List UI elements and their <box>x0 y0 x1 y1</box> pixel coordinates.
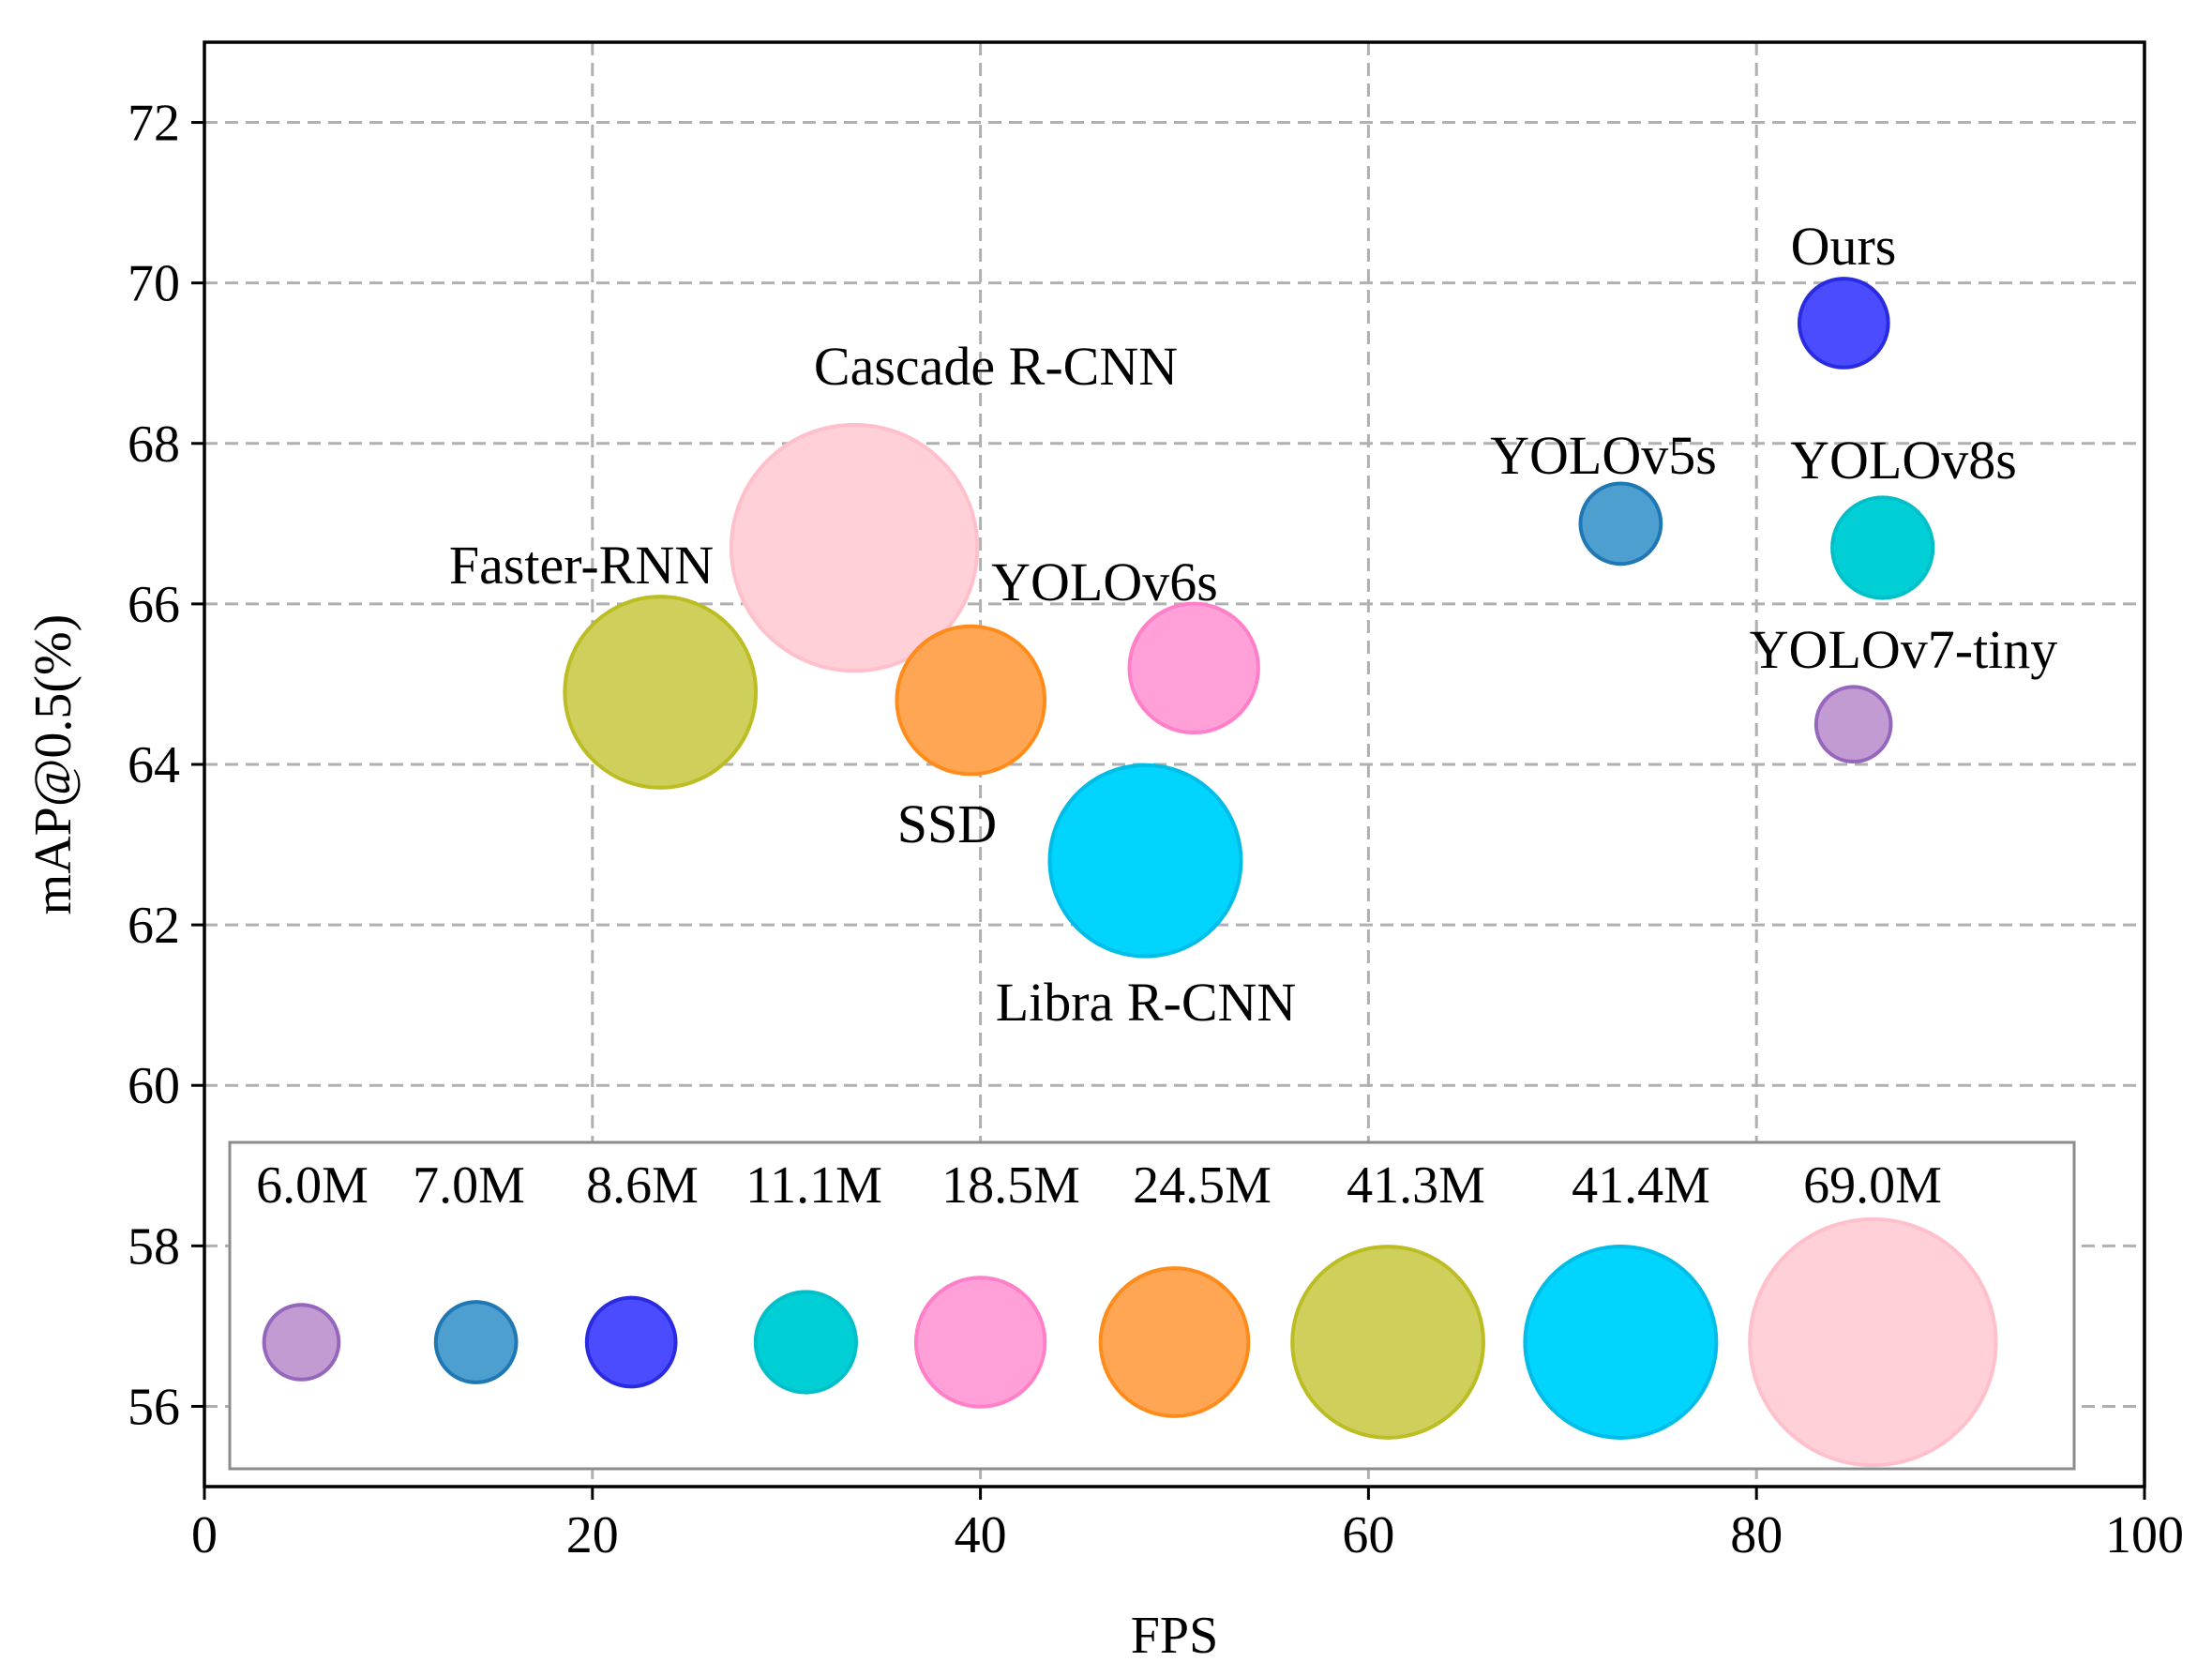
bubble-labels: Ours Cascade R-CNN YOLOv5s YOLOv8s Faster-RN… <box>449 216 2058 1033</box>
y-tick-label: 60 <box>128 1057 180 1115</box>
bubble-yolov7-tiny <box>1813 685 1893 764</box>
legend-bubble <box>433 1300 519 1384</box>
legend-bubble <box>1290 1245 1485 1440</box>
legend-label: 7.0M <box>413 1156 525 1215</box>
axis-ticks: 0 20 40 60 80 100 56 58 60 62 64 66 68 70 72 <box>128 95 2184 1564</box>
bubbles <box>563 277 1935 959</box>
legend-bubble <box>262 1303 341 1382</box>
legend-bubble <box>1098 1266 1251 1418</box>
bubble-label: Faster-RNN <box>449 535 714 596</box>
x-tick-label: 20 <box>566 1506 619 1564</box>
legend-bubble <box>584 1295 678 1389</box>
legend-label: 6.0M <box>256 1156 369 1215</box>
legend-label: 8.6M <box>586 1156 699 1215</box>
legend-bubble <box>913 1276 1047 1409</box>
bubble-label: Ours <box>1791 216 1897 277</box>
y-tick-label: 64 <box>128 736 180 794</box>
bubble-cascade-r-cnn <box>729 422 980 673</box>
x-tick-label: 40 <box>955 1506 1007 1564</box>
y-tick-label: 62 <box>128 897 180 955</box>
bubble-label: YOLOv7-tiny <box>1750 619 2058 680</box>
bubble-yolov6s <box>1127 601 1260 735</box>
bubble-label: YOLOv8s <box>1790 430 2017 491</box>
y-tick-label: 70 <box>128 255 180 313</box>
bubble-yolov8s <box>1830 495 1935 600</box>
bubble-label: YOLOv5s <box>1490 425 1717 486</box>
bubble-libra-r-cnn <box>1047 763 1243 959</box>
legend-label: 41.3M <box>1347 1156 1485 1215</box>
bubble-label: Cascade R-CNN <box>814 336 1178 397</box>
y-tick-label: 68 <box>128 415 180 474</box>
y-tick-label: 56 <box>128 1378 180 1436</box>
x-axis-title: FPS <box>1131 1607 1218 1665</box>
bubble-faster-rnn <box>563 595 759 790</box>
bubble-label: SSD <box>897 793 997 854</box>
legend-label: 41.4M <box>1572 1156 1710 1215</box>
legend: 6.0M 7.0M 8.6M 11.1M 18.5M 24.5M 41.3M 41.4M 69.… <box>228 1141 2076 1471</box>
bubble-yolov5s <box>1578 481 1663 567</box>
x-tick-label: 0 <box>191 1506 218 1564</box>
y-tick-label: 58 <box>128 1217 180 1276</box>
x-tick-label: 100 <box>2105 1506 2184 1564</box>
legend-bubble <box>1748 1216 1998 1468</box>
legend-label: 69.0M <box>1803 1156 1942 1215</box>
legend-label: 18.5M <box>941 1156 1080 1215</box>
y-axis-title: mAP@0.5(%) <box>24 614 83 915</box>
legend-bubble <box>753 1290 858 1395</box>
y-tick-label: 72 <box>128 95 180 153</box>
bubble-ours <box>1797 277 1890 370</box>
y-tick-label: 66 <box>128 576 180 634</box>
bubble-label: YOLOv6s <box>991 551 1218 612</box>
x-tick-label: 60 <box>1342 1506 1394 1564</box>
bubble-ssd <box>895 624 1047 777</box>
legend-bubble <box>1523 1245 1719 1440</box>
legend-label: 24.5M <box>1133 1156 1272 1215</box>
bubble-label: Libra R-CNN <box>996 972 1297 1033</box>
x-tick-label: 80 <box>1730 1506 1783 1564</box>
legend-label: 11.1M <box>745 1156 882 1215</box>
